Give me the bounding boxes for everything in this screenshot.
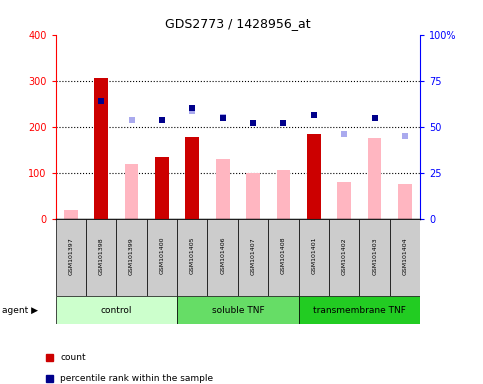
Bar <box>216 159 229 219</box>
Text: GSM101401: GSM101401 <box>312 237 316 275</box>
Text: agent ▶: agent ▶ <box>2 306 39 314</box>
Text: GSM101403: GSM101403 <box>372 237 377 275</box>
Text: GSM101397: GSM101397 <box>68 237 73 275</box>
Text: GSM101399: GSM101399 <box>129 237 134 275</box>
Bar <box>268 219 298 296</box>
Bar <box>177 219 208 296</box>
Text: GSM101405: GSM101405 <box>190 237 195 275</box>
Text: GSM101404: GSM101404 <box>402 237 408 275</box>
Bar <box>307 134 321 219</box>
Bar <box>329 219 359 296</box>
Bar <box>94 78 108 219</box>
Text: GSM101407: GSM101407 <box>251 237 256 275</box>
Text: soluble TNF: soluble TNF <box>212 306 264 314</box>
Bar <box>390 219 420 296</box>
Bar <box>208 219 238 296</box>
Bar <box>298 219 329 296</box>
Bar <box>177 296 298 324</box>
Text: GDS2773 / 1428956_at: GDS2773 / 1428956_at <box>165 17 311 30</box>
Bar <box>56 219 86 296</box>
Bar <box>64 210 78 219</box>
Text: transmembrane TNF: transmembrane TNF <box>313 306 406 314</box>
Bar <box>125 164 138 219</box>
Bar <box>86 219 116 296</box>
Bar <box>56 296 177 324</box>
Bar <box>246 173 260 219</box>
Bar <box>155 157 169 219</box>
Text: GSM101402: GSM101402 <box>342 237 347 275</box>
Text: GSM101408: GSM101408 <box>281 237 286 275</box>
Text: GSM101400: GSM101400 <box>159 237 164 275</box>
Text: GSM101406: GSM101406 <box>220 237 225 275</box>
Bar <box>238 219 268 296</box>
Bar <box>147 219 177 296</box>
Text: control: control <box>100 306 132 314</box>
Bar <box>359 219 390 296</box>
Text: GSM101398: GSM101398 <box>99 237 104 275</box>
Bar <box>116 219 147 296</box>
Text: percentile rank within the sample: percentile rank within the sample <box>60 374 213 383</box>
Bar <box>398 184 412 219</box>
Text: count: count <box>60 353 85 362</box>
Bar <box>277 170 290 219</box>
Bar <box>185 137 199 219</box>
Bar <box>368 138 382 219</box>
Bar <box>338 182 351 219</box>
Bar <box>298 296 420 324</box>
